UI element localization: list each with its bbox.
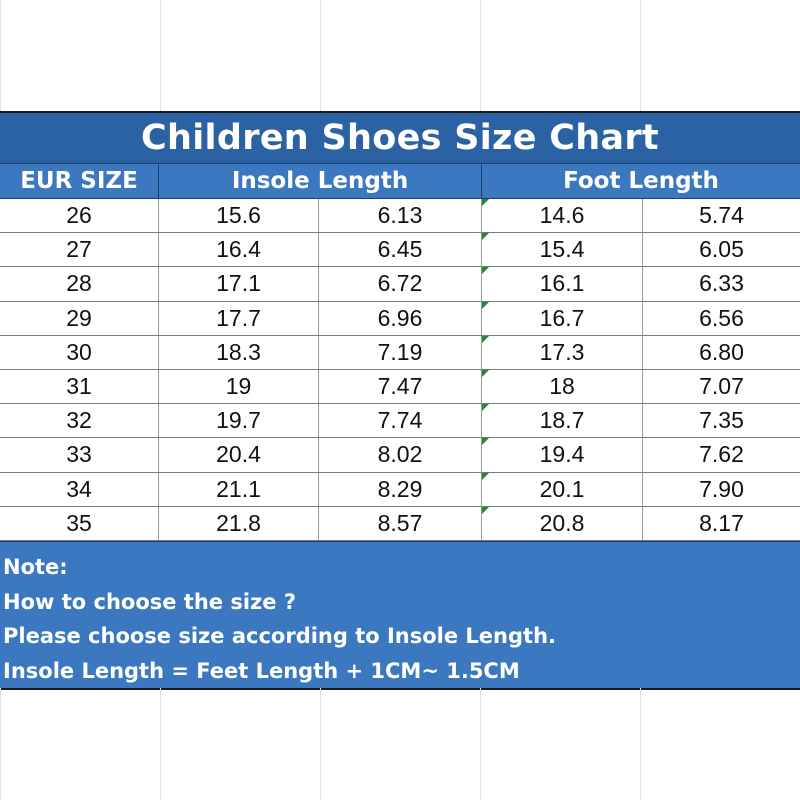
cell-insole-inch: 8.29 <box>319 472 482 506</box>
cell-foot-inch: 5.74 <box>699 202 744 229</box>
cell-eur-size: 27 <box>0 233 159 267</box>
cell-foot-inch: 6.33 <box>699 270 744 297</box>
note-instruction: Please choose size according to Insole L… <box>3 624 557 648</box>
cell-insole-inch: 6.72 <box>319 267 482 301</box>
spreadsheet-gridlines-top <box>0 0 800 111</box>
table-row: 26 15.6 6.13 14.6 5.74 <box>0 199 800 234</box>
table-row: 34 21.1 8.29 20.1 7.90 <box>0 472 800 507</box>
cell-foot-cm: 20.1 <box>482 472 643 506</box>
note-box: Note: How to choose the size ? Please ch… <box>0 541 800 690</box>
header-foot-length: Foot Length <box>563 168 719 194</box>
cell-foot-inch: 7.35 <box>699 407 744 434</box>
cell-foot-cm: 20.8 <box>482 506 643 540</box>
cell-eur-size: 26 <box>0 199 159 233</box>
cell-foot-cm: 14.6 <box>482 199 643 233</box>
cell-eur-size: 30 <box>0 335 159 369</box>
table-row: 33 20.4 8.02 19.4 7.62 <box>0 438 800 473</box>
cell-error-indicator <box>482 335 489 343</box>
table-row: 29 17.7 6.96 16.7 6.56 <box>0 301 800 336</box>
note-label: Note: <box>3 555 68 579</box>
cell-foot-cm: 18.7 <box>482 404 643 438</box>
cell-foot-cm: 17.3 <box>482 335 643 369</box>
cell-foot-inch: 8.17 <box>699 509 744 536</box>
cell-eur-size: 32 <box>0 404 159 438</box>
cell-error-indicator <box>482 199 489 206</box>
cell-error-indicator <box>482 233 489 241</box>
table-row: 28 17.1 6.72 16.1 6.33 <box>0 267 800 302</box>
cell-insole-inch: 6.13 <box>319 199 482 233</box>
cell-insole-inch: 7.47 <box>319 369 482 404</box>
cell-foot-cm: 15.4 <box>482 233 643 267</box>
cell-error-indicator <box>482 369 489 377</box>
cell-insole-cm: 19.7 <box>159 404 319 438</box>
cell-foot-cm: 19.4 <box>482 438 643 472</box>
cell-eur-size: 34 <box>0 472 159 506</box>
cell-eur-size: 35 <box>0 506 159 540</box>
cell-foot-inch: 6.56 <box>699 304 744 331</box>
table-row: 35 21.8 8.57 20.8 8.17 <box>0 506 800 541</box>
cell-error-indicator <box>482 267 489 275</box>
cell-error-indicator <box>482 301 489 309</box>
cell-error-indicator <box>482 472 489 480</box>
table-row: 31 19 7.47 18 7.07 <box>0 369 800 405</box>
table-row: 27 16.4 6.45 15.4 6.05 <box>0 233 800 268</box>
cell-insole-cm: 17.7 <box>159 301 319 335</box>
cell-foot-inch: 7.90 <box>699 475 744 502</box>
table-row: 30 18.3 7.19 17.3 6.80 <box>0 335 800 370</box>
table-row: 32 19.7 7.74 18.7 7.35 <box>0 404 800 439</box>
cell-insole-inch: 6.45 <box>319 233 482 267</box>
cell-insole-cm: 19 <box>159 369 319 404</box>
spreadsheet-gridlines-bottom <box>0 688 800 800</box>
cell-insole-inch: 7.19 <box>319 335 482 369</box>
cell-eur-size: 29 <box>0 301 159 335</box>
cell-error-indicator <box>482 404 489 412</box>
cell-insole-inch: 6.96 <box>319 301 482 335</box>
header-insole-length: Insole Length <box>159 164 482 198</box>
cell-eur-size: 31 <box>0 369 159 404</box>
cell-error-indicator <box>482 506 489 514</box>
cell-foot-cm: 16.7 <box>482 301 643 335</box>
chart-title: Children Shoes Size Chart <box>0 113 800 163</box>
cell-insole-cm: 17.1 <box>159 267 319 301</box>
cell-eur-size: 33 <box>0 438 159 472</box>
header-eur-size: EUR SIZE <box>0 164 159 198</box>
cell-insole-inch: 8.57 <box>319 506 482 540</box>
cell-foot-inch: 6.05 <box>699 236 744 263</box>
cell-insole-cm: 18.3 <box>159 335 319 369</box>
cell-foot-cm: 18 <box>482 369 643 404</box>
cell-insole-cm: 21.1 <box>159 472 319 506</box>
cell-insole-cm: 15.6 <box>159 199 319 233</box>
cell-foot-inch: 7.62 <box>699 441 744 468</box>
cell-insole-cm: 20.4 <box>159 438 319 472</box>
note-formula: Insole Length = Feet Length + 1CM~ 1.5CM <box>3 658 520 683</box>
cell-eur-size: 28 <box>0 267 159 301</box>
cell-insole-inch: 7.74 <box>319 404 482 438</box>
size-table-body: 26 15.6 6.13 14.6 5.74 27 16.4 6.45 15.4 6.05 28 17… <box>0 199 800 541</box>
size-chart: Children Shoes Size Chart EUR SIZE Insol… <box>0 111 800 690</box>
header-row: EUR SIZE Insole Length Foot Length <box>0 163 800 199</box>
cell-insole-cm: 21.8 <box>159 506 319 540</box>
cell-insole-cm: 16.4 <box>159 233 319 267</box>
cell-error-indicator <box>482 438 489 446</box>
note-question: How to choose the size ? <box>3 589 296 614</box>
cell-insole-inch: 8.02 <box>319 438 482 472</box>
cell-foot-inch: 6.80 <box>699 338 744 365</box>
cell-foot-cm: 16.1 <box>482 267 643 301</box>
cell-foot-inch: 7.07 <box>699 373 744 400</box>
